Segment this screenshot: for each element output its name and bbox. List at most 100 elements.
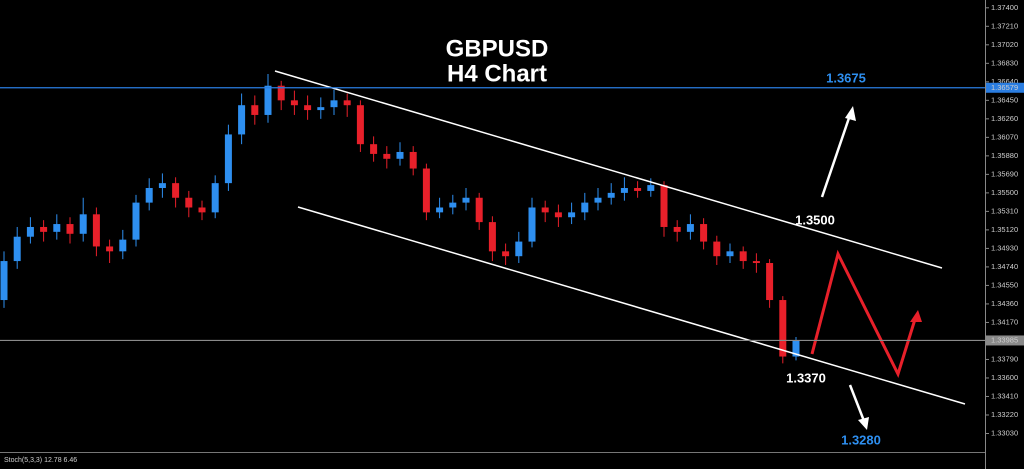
arrow-head	[845, 106, 856, 121]
y-tick-label: 1.33410	[991, 391, 1018, 400]
arrow-down	[848, 384, 866, 422]
candle-body	[211, 183, 219, 213]
arrow-head	[910, 310, 922, 322]
candle-body	[409, 151, 417, 169]
candle-body	[488, 222, 496, 252]
indicator-label: Stoch(5,3,3) 12.78 6.46	[4, 457, 77, 464]
candle-body	[528, 207, 536, 242]
y-tick-label: 1.35690	[991, 169, 1018, 178]
candle-body	[686, 224, 694, 232]
chart-title: GBPUSD	[446, 35, 549, 62]
y-tick-label: 1.36450	[991, 95, 1018, 104]
candle-body	[370, 144, 378, 154]
candle-body	[462, 197, 470, 203]
y-tick-label: 1.33030	[991, 428, 1018, 437]
candle-body	[739, 251, 747, 262]
y-tick-label: 1.36070	[991, 132, 1018, 141]
candle-body	[634, 188, 642, 191]
y-tick-label: 1.33600	[991, 373, 1018, 382]
candle-body	[66, 224, 74, 234]
candle-body	[779, 300, 787, 357]
candle-body	[198, 207, 206, 213]
y-tick-label: 1.36830	[991, 58, 1018, 67]
y-tick-label: 1.35310	[991, 206, 1018, 215]
candle-body	[792, 340, 800, 357]
y-tick-label: 1.36260	[991, 114, 1018, 123]
y-tick-label: 1.35120	[991, 225, 1018, 234]
candle-body	[238, 105, 246, 135]
candle-body	[172, 183, 180, 198]
candle-body	[132, 202, 140, 240]
y-tick-label: 1.34360	[991, 299, 1018, 308]
candle-body	[581, 202, 589, 213]
y-tick-label: 1.33790	[991, 354, 1018, 363]
annotation: 1.3370	[786, 370, 826, 385]
candle-body	[396, 151, 404, 159]
annotation: 1.3675	[826, 70, 866, 85]
price-label-bg	[986, 82, 1024, 93]
candle-body	[290, 100, 298, 106]
plot	[0, 74, 800, 364]
y-tick-label: 1.34550	[991, 280, 1018, 289]
candle-body	[752, 261, 760, 264]
y-tick-label: 1.34740	[991, 262, 1018, 271]
candle-body	[515, 241, 523, 257]
candle-body	[317, 107, 325, 111]
candle-body	[568, 212, 576, 218]
candle-body	[53, 224, 61, 232]
y-tick-label: 1.37400	[991, 3, 1018, 12]
candle-body	[26, 226, 34, 237]
candle-body	[436, 207, 444, 213]
candle-body	[713, 241, 721, 257]
candle-body	[40, 226, 48, 232]
y-tick-label: 1.34170	[991, 317, 1018, 326]
y-tick-label: 1.37020	[991, 40, 1018, 49]
candle-body	[422, 168, 430, 213]
annotation: 1.3500	[795, 212, 835, 227]
candle-body	[277, 85, 285, 101]
candle-body	[383, 153, 391, 159]
y-tick-label: 1.35880	[991, 151, 1018, 160]
candle-body	[224, 134, 232, 184]
candle-body	[0, 261, 8, 301]
candle-body	[106, 246, 114, 252]
channel-lower	[297, 206, 966, 405]
arrow-up	[820, 114, 852, 198]
candle-body	[13, 236, 21, 262]
candle-body	[541, 207, 549, 213]
y-tick-label: 1.34930	[991, 243, 1018, 252]
candle-body	[264, 85, 272, 115]
candle-body	[92, 214, 100, 247]
y-tick-label: 1.36640	[991, 77, 1018, 86]
projection-path	[810, 249, 918, 379]
annotation: 1.3280	[841, 432, 881, 447]
candle-body	[620, 188, 628, 193]
candle-body	[594, 197, 602, 203]
candle-body	[356, 105, 364, 145]
arrow-head	[858, 417, 869, 430]
chart-subtitle: H4 Chart	[447, 60, 547, 87]
y-tick-label: 1.35500	[991, 188, 1018, 197]
y-tick-label: 1.37210	[991, 21, 1018, 30]
candle-body	[330, 100, 338, 108]
candle-body	[251, 105, 259, 115]
candle-body	[145, 188, 153, 203]
channel-upper	[274, 70, 943, 269]
candle-body	[673, 226, 681, 232]
y-tick-label: 1.33220	[991, 410, 1018, 419]
candle-body	[554, 212, 562, 218]
candle-body	[607, 192, 615, 198]
candle-body	[766, 263, 774, 301]
candle-body	[119, 239, 127, 252]
price-label: 1.33985	[991, 335, 1018, 344]
price-label: 1.36579	[991, 83, 1018, 92]
candle-body	[158, 183, 166, 189]
candle-body	[79, 214, 87, 234]
candle-body	[726, 251, 734, 257]
price-label-bg	[986, 335, 1024, 346]
candle-body	[475, 197, 483, 223]
candle-body	[185, 197, 193, 208]
candle-body	[502, 251, 510, 257]
